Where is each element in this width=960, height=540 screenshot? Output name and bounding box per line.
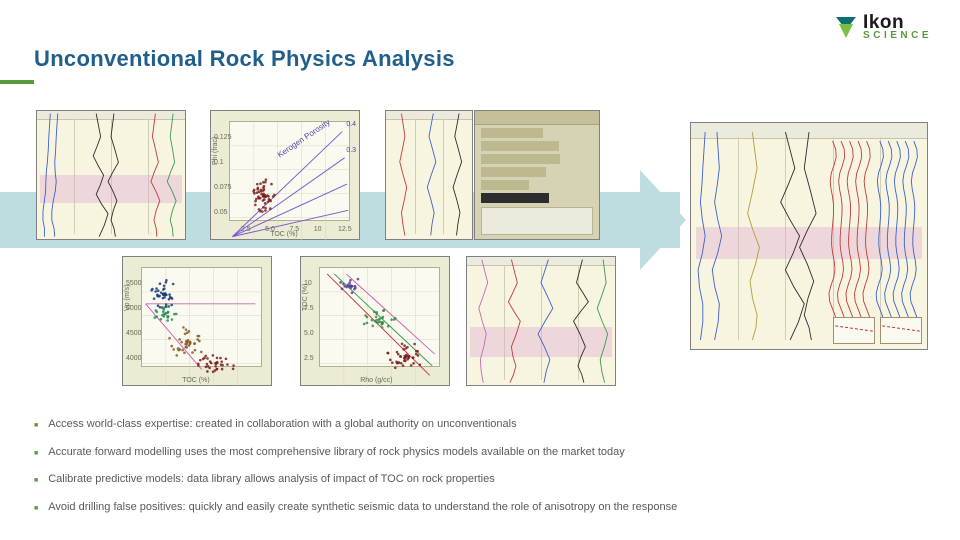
brand-logo: Ikon SCIENCE — [833, 14, 932, 40]
page-title: Unconventional Rock Physics Analysis — [34, 46, 455, 72]
scatter-s5: TOC (%)Vp (m/s)4000450050005500 — [122, 256, 272, 386]
bullet-list: Access world-class expertise: created in… — [34, 416, 930, 526]
log-panel-p1 — [36, 110, 186, 240]
logo-name: Ikon — [863, 14, 932, 31]
scatter-s6: Rho (g/cc)TOC (%)2.55.07.510 — [300, 256, 450, 386]
bullet-item: Calibrate predictive models: data librar… — [34, 471, 930, 489]
bullet-item: Access world-class expertise: created in… — [34, 416, 930, 434]
settings-panel — [474, 110, 600, 240]
log-panel-result — [690, 122, 928, 350]
bullet-item: Avoid drilling false positives: quickly … — [34, 499, 930, 517]
bullet-item: Accurate forward modelling uses the most… — [34, 444, 930, 462]
log-panel-p7 — [466, 256, 616, 386]
flow-arrow-head-icon — [640, 170, 686, 270]
logo-sub: SCIENCE — [863, 31, 932, 40]
scatter-s2: TOC (%)Phi (frac)Kerogen Porosity2.55.07… — [210, 110, 360, 240]
logo-mark-icon — [833, 14, 859, 40]
log-panel-p4 — [385, 110, 473, 240]
title-underline — [0, 80, 34, 84]
